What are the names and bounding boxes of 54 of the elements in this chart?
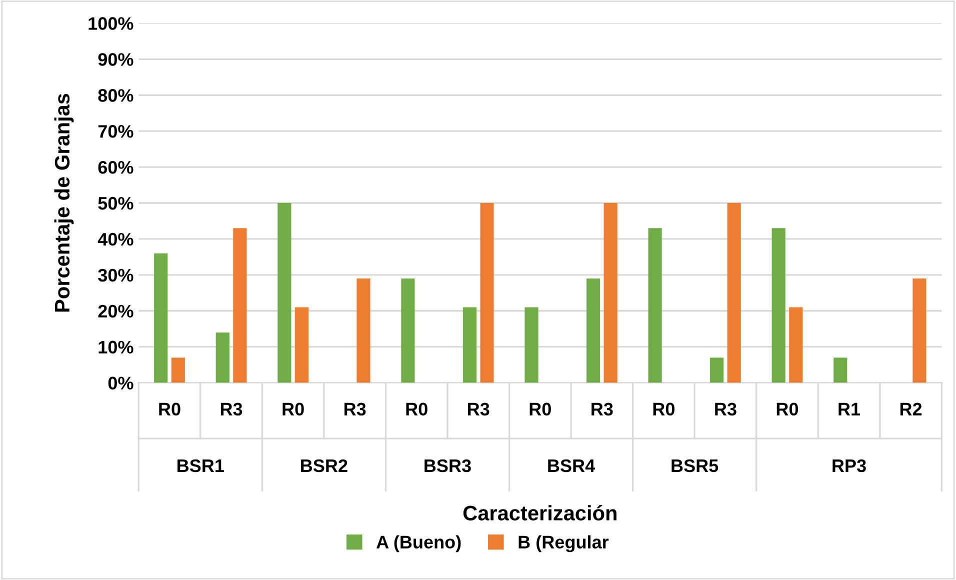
bar	[834, 358, 848, 383]
y-tick-label: 80%	[98, 89, 134, 102]
x-tick-label: R0	[406, 402, 428, 416]
y-tick-label: 60%	[98, 160, 134, 174]
x-tick-label: R1	[838, 402, 860, 416]
x-tick-label: R2	[900, 402, 922, 416]
bar	[710, 358, 724, 383]
y-tick-label: 100%	[88, 17, 134, 30]
x-tick-label: R0	[530, 402, 551, 416]
text: BSR1	[178, 459, 224, 472]
text: BSR4	[548, 459, 596, 472]
x-tick-label: R0	[776, 402, 798, 416]
bar	[356, 278, 370, 383]
text: BSR5	[672, 459, 718, 472]
text: BSR3	[424, 459, 471, 472]
bar	[480, 203, 494, 383]
bar	[772, 228, 786, 383]
bar	[462, 307, 477, 383]
bar	[648, 228, 662, 383]
text: RP3	[832, 459, 866, 472]
x-tick-label: R0	[282, 402, 304, 416]
bar	[524, 307, 538, 383]
bar	[216, 332, 230, 383]
y-tick-label: 90%	[98, 53, 134, 66]
bar	[789, 307, 803, 383]
bar	[278, 203, 292, 383]
bar	[586, 278, 600, 383]
bar	[294, 307, 308, 383]
x-tick-label: R3	[468, 402, 490, 416]
y-tick-label: 20%	[98, 304, 134, 318]
y-tick-label: 40%	[98, 232, 134, 246]
x-tick-label: R0	[159, 402, 180, 416]
bar	[912, 278, 926, 383]
y-tick-label: 50%	[98, 196, 134, 210]
bar	[154, 253, 168, 383]
x-tick-label: R0	[653, 402, 674, 416]
bar	[233, 228, 247, 383]
legend-label: B (Regular	[518, 535, 609, 552]
x-tick-label: R3	[220, 402, 242, 416]
bar	[401, 278, 415, 383]
bar	[171, 358, 185, 383]
y-tick-label: 70%	[98, 125, 134, 138]
legend-label: A (Bueno)	[376, 535, 461, 552]
x-axis-title: Caracterización	[463, 505, 616, 520]
text: BSR2	[301, 459, 348, 472]
x-tick-label: R3	[592, 402, 613, 416]
x-tick-label: R3	[344, 402, 366, 416]
y-tick-label: 10%	[98, 340, 134, 354]
y-tick-label: 30%	[98, 268, 134, 282]
bar	[604, 203, 618, 383]
y-tick-label: 0%	[108, 376, 134, 390]
bar	[727, 203, 741, 383]
y-axis-title: Porcentaje de Granjas	[54, 94, 74, 312]
x-tick-label: R3	[715, 402, 736, 416]
